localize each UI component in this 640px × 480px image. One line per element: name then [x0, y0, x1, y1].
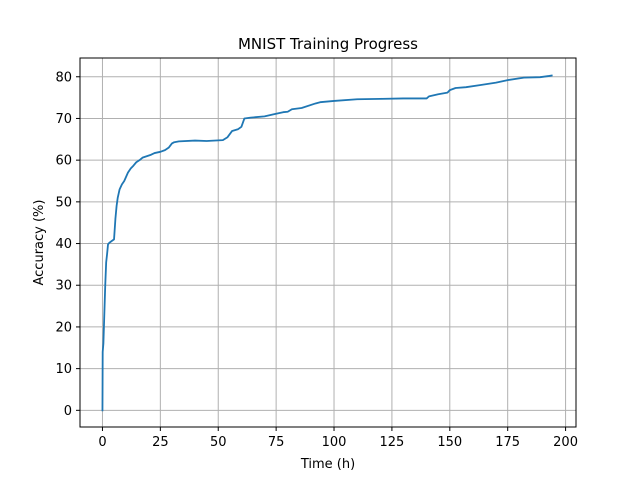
y-axis-label: Accuracy (%): [32, 200, 47, 286]
y-tick-label: 30: [55, 279, 72, 294]
y-tick-label: 40: [55, 237, 72, 252]
x-tick-label: 75: [268, 435, 285, 450]
x-tick-label: 125: [379, 435, 404, 450]
plot-frame: [79, 57, 577, 428]
y-tick-label: 80: [55, 70, 72, 85]
series-layer: [101, 74, 553, 412]
chart-title: MNIST Training Progress: [238, 35, 418, 53]
x-tick-label: 25: [152, 435, 169, 450]
y-tick-label: 70: [55, 112, 72, 127]
accuracy-series-line: [101, 74, 553, 412]
y-tick-label: 20: [55, 320, 72, 335]
y-tick-label: 0: [64, 404, 72, 419]
x-tick-label: 50: [210, 435, 227, 450]
y-tick-label: 50: [55, 195, 72, 210]
ticks-layer: 0 25 50 75 100 125 150 175 200 0 10 20 30 40 50 60 70 80: [55, 70, 578, 450]
grid-layer: [80, 58, 576, 427]
x-axis-label: Time (h): [300, 457, 355, 472]
x-tick-label: 200: [553, 435, 578, 450]
x-tick-label: 150: [437, 435, 462, 450]
x-tick-label: 175: [495, 435, 520, 450]
y-tick-label: 10: [55, 362, 72, 377]
x-tick-label: 0: [98, 435, 106, 450]
y-tick-label: 60: [55, 154, 72, 169]
x-tick-label: 100: [322, 435, 347, 450]
